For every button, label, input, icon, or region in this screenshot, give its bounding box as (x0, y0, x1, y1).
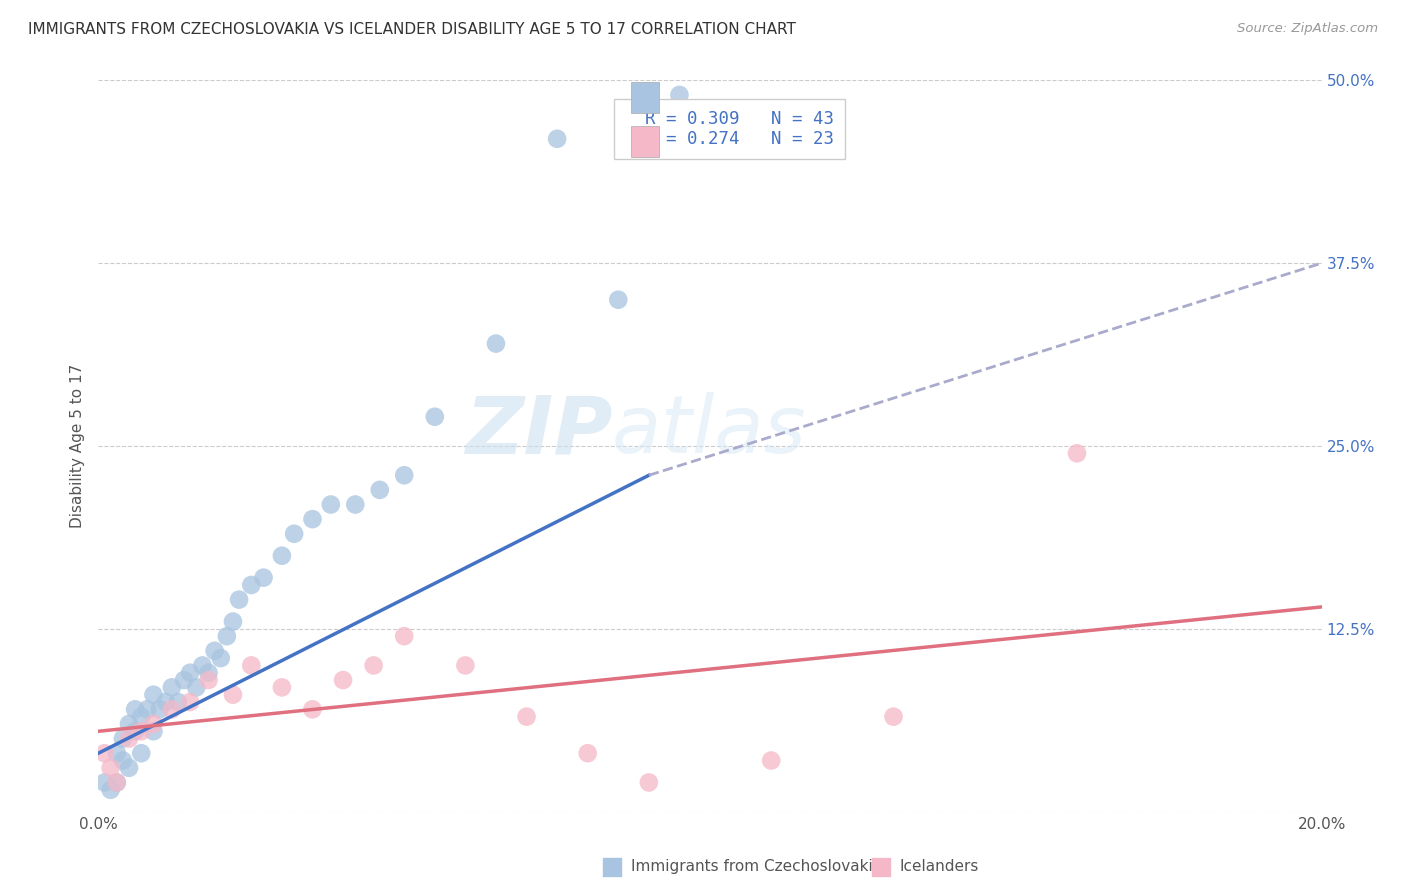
Point (173, 673, 195, 687)
Point (1066, 446, 1088, 460)
Point (186, 681, 208, 695)
Point (118, 761, 141, 775)
Point (129, 724, 152, 739)
Point (105, 746, 128, 760)
Point (179, 695, 201, 709)
Point (118, 717, 141, 731)
Point (485, 336, 508, 351)
Point (129, 709, 152, 723)
Point (105, 775, 128, 789)
Point (204, 644, 226, 658)
Point (240, 578, 263, 592)
Point (124, 702, 146, 716)
Point (105, 775, 128, 789)
Text: Immigrants from Czechoslovakia: Immigrants from Czechoslovakia (630, 859, 882, 874)
FancyBboxPatch shape (630, 127, 658, 157)
Point (344, 498, 367, 512)
Point (142, 688, 165, 702)
Point (240, 658, 263, 673)
Point (124, 724, 146, 739)
Point (160, 702, 183, 716)
Text: IMMIGRANTS FROM CZECHOSLOVAKIA VS ICELANDER DISABILITY AGE 5 TO 17 CORRELATION C: IMMIGRANTS FROM CZECHOSLOVAKIA VS ICELAN… (28, 22, 796, 37)
Point (149, 702, 172, 716)
Point (155, 695, 177, 709)
Point (160, 681, 183, 695)
Point (392, 468, 416, 483)
Text: Icelanders: Icelanders (900, 859, 979, 874)
Point (197, 665, 219, 680)
Point (111, 754, 134, 768)
Point (228, 592, 250, 607)
Point (301, 512, 323, 526)
Point (332, 673, 354, 687)
Point (129, 746, 152, 760)
Point (759, 754, 782, 768)
Point (270, 681, 292, 695)
Point (167, 695, 190, 709)
Point (423, 409, 446, 424)
Point (142, 724, 165, 739)
Point (142, 717, 165, 731)
Point (222, 688, 245, 702)
Point (363, 658, 385, 673)
Point (136, 702, 159, 716)
Point (215, 629, 238, 643)
Y-axis label: Disability Age 5 to 17: Disability Age 5 to 17 (70, 364, 86, 528)
Point (319, 498, 342, 512)
Point (270, 549, 292, 563)
Point (197, 673, 219, 687)
Point (368, 483, 391, 497)
Text: atlas: atlas (612, 392, 807, 470)
Point (100, 782, 122, 797)
Point (546, 132, 568, 146)
Point (607, 293, 630, 307)
Point (252, 571, 274, 585)
Point (516, 709, 538, 723)
Point (93, 746, 115, 760)
Point (191, 658, 214, 673)
Point (93, 775, 115, 789)
Text: R = 0.309   N = 43
  R = 0.274   N = 23: R = 0.309 N = 43 R = 0.274 N = 23 (624, 110, 834, 148)
Point (283, 526, 305, 541)
Point (637, 775, 661, 789)
FancyBboxPatch shape (630, 82, 658, 113)
Point (454, 658, 477, 673)
Point (883, 709, 905, 723)
Text: ZIP: ZIP (465, 392, 612, 470)
Point (209, 651, 232, 665)
Point (668, 87, 690, 102)
Point (100, 761, 122, 775)
Point (301, 702, 323, 716)
Point (392, 629, 416, 643)
Point (222, 615, 245, 629)
Point (111, 731, 134, 746)
Text: Source: ZipAtlas.com: Source: ZipAtlas.com (1237, 22, 1378, 36)
Point (118, 731, 141, 746)
Point (179, 665, 201, 680)
Point (576, 746, 599, 760)
